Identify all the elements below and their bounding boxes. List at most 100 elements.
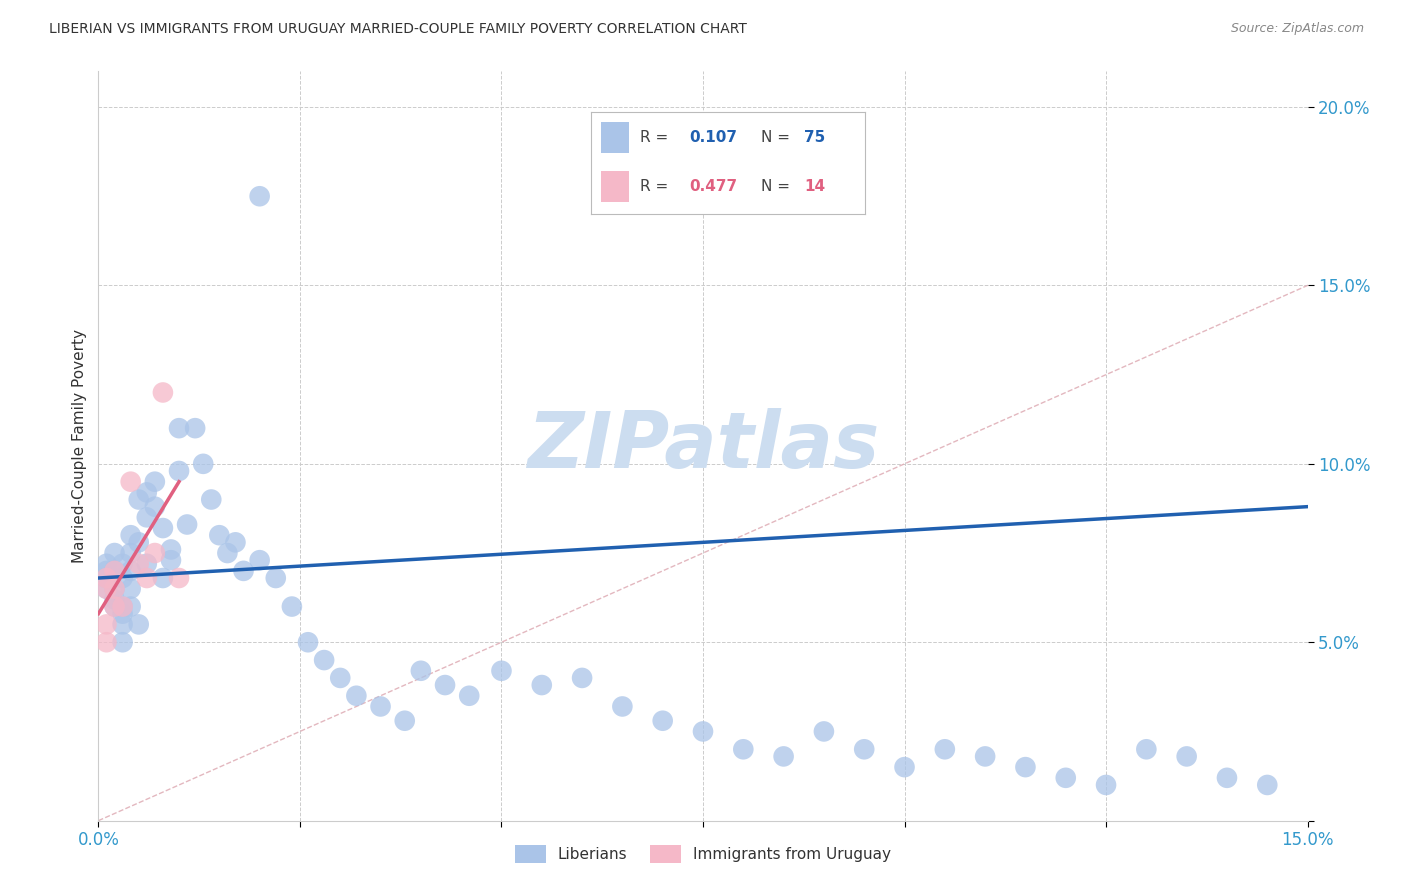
Point: [394, 714, 416, 728]
Point: [111, 599, 134, 614]
Point: [96, 571, 118, 585]
Point: [135, 510, 157, 524]
Point: [96, 557, 118, 571]
Point: [96, 635, 118, 649]
Point: [103, 582, 125, 596]
Text: N =: N =: [761, 130, 794, 145]
FancyBboxPatch shape: [602, 122, 628, 153]
Point: [111, 617, 134, 632]
Point: [1135, 742, 1157, 756]
Point: [264, 571, 287, 585]
Text: R =: R =: [640, 179, 673, 194]
Point: [152, 385, 174, 400]
Point: [184, 421, 207, 435]
Point: [344, 689, 367, 703]
Point: [143, 475, 166, 489]
Point: [120, 546, 142, 560]
Point: [208, 528, 231, 542]
Point: [128, 492, 150, 507]
Point: [103, 582, 125, 596]
Point: [249, 189, 271, 203]
Point: [1216, 771, 1239, 785]
Y-axis label: Married-Couple Family Poverty: Married-Couple Family Poverty: [72, 329, 87, 563]
Point: [200, 492, 222, 507]
Point: [160, 553, 183, 567]
Point: [692, 724, 714, 739]
Point: [120, 564, 142, 578]
Point: [458, 689, 481, 703]
Point: [152, 571, 174, 585]
Point: [120, 599, 142, 614]
Text: Source: ZipAtlas.com: Source: ZipAtlas.com: [1230, 22, 1364, 36]
Point: [96, 571, 118, 585]
Point: [143, 546, 166, 560]
Point: [120, 582, 142, 596]
Point: [103, 599, 125, 614]
Point: [143, 500, 166, 514]
Point: [111, 607, 134, 621]
Point: [232, 564, 254, 578]
Point: [612, 699, 634, 714]
Point: [167, 464, 190, 478]
Point: [103, 546, 125, 560]
Point: [1175, 749, 1198, 764]
Point: [1054, 771, 1077, 785]
Point: [281, 599, 304, 614]
Point: [193, 457, 215, 471]
Point: [120, 475, 142, 489]
Point: [152, 521, 174, 535]
Point: [120, 528, 142, 542]
Point: [176, 517, 198, 532]
Point: [853, 742, 876, 756]
Point: [103, 599, 125, 614]
Point: [103, 564, 125, 578]
Text: 0.107: 0.107: [689, 130, 737, 145]
Point: [217, 546, 239, 560]
Point: [651, 714, 673, 728]
Point: [167, 571, 190, 585]
Point: [103, 564, 125, 578]
Point: [934, 742, 956, 756]
Text: N =: N =: [761, 179, 794, 194]
Point: [135, 571, 157, 585]
Text: 14: 14: [804, 179, 825, 194]
Point: [135, 485, 157, 500]
Point: [314, 653, 336, 667]
FancyBboxPatch shape: [602, 171, 628, 202]
Text: 75: 75: [804, 130, 825, 145]
Point: [103, 592, 125, 607]
Point: [370, 699, 392, 714]
Point: [530, 678, 553, 692]
Point: [1095, 778, 1118, 792]
Point: [224, 535, 246, 549]
Point: [111, 557, 134, 571]
Point: [96, 582, 118, 596]
Point: [128, 557, 150, 571]
Text: ZIPatlas: ZIPatlas: [527, 408, 879, 484]
Point: [111, 571, 134, 585]
Point: [434, 678, 457, 692]
Point: [128, 535, 150, 549]
Point: [297, 635, 319, 649]
Point: [249, 553, 271, 567]
Point: [96, 617, 118, 632]
Point: [111, 599, 134, 614]
Point: [974, 749, 997, 764]
Point: [772, 749, 794, 764]
Point: [111, 635, 134, 649]
Point: [135, 557, 157, 571]
Point: [409, 664, 432, 678]
Point: [160, 542, 183, 557]
Point: [813, 724, 835, 739]
Text: R =: R =: [640, 130, 673, 145]
Point: [167, 421, 190, 435]
Point: [893, 760, 915, 774]
Point: [1256, 778, 1278, 792]
Text: 0.477: 0.477: [689, 179, 737, 194]
Legend: Liberians, Immigrants from Uruguay: Liberians, Immigrants from Uruguay: [509, 839, 897, 869]
Point: [571, 671, 593, 685]
Point: [128, 617, 150, 632]
Point: [96, 582, 118, 596]
Text: LIBERIAN VS IMMIGRANTS FROM URUGUAY MARRIED-COUPLE FAMILY POVERTY CORRELATION CH: LIBERIAN VS IMMIGRANTS FROM URUGUAY MARR…: [49, 22, 747, 37]
Point: [733, 742, 755, 756]
